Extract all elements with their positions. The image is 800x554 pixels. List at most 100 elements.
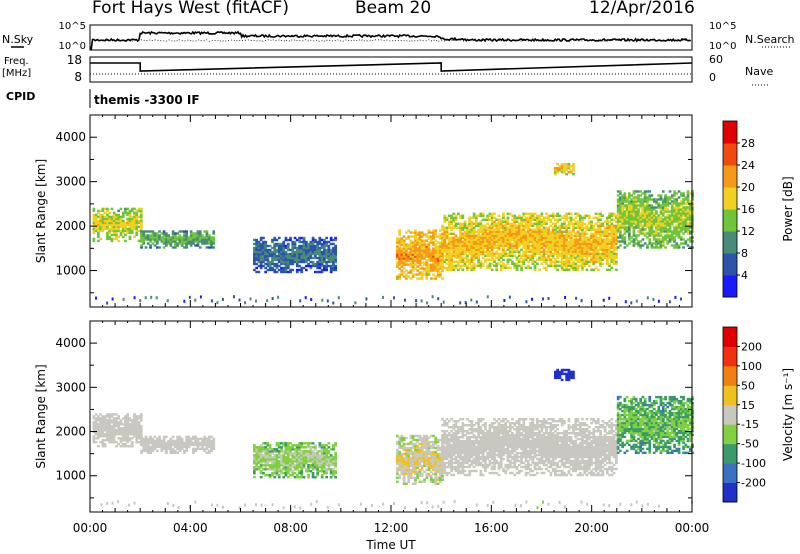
velocity-cell: [176, 445, 179, 449]
power-cell: [581, 216, 584, 219]
power-cell: [472, 266, 476, 269]
power-cell: [677, 204, 681, 207]
velocity-cell: [273, 460, 277, 463]
power-cell: [646, 236, 649, 239]
power-cell: [189, 230, 193, 233]
power-cell: [334, 254, 337, 258]
power-cell: [488, 212, 492, 215]
power-cell: [409, 269, 413, 272]
velocity-cell: [318, 446, 322, 449]
power-cell: [212, 230, 216, 233]
power-cell: [289, 260, 292, 264]
velocity-cell: [180, 437, 184, 441]
power-cell: [418, 271, 422, 274]
power-cell: [295, 270, 299, 274]
power-cell: [612, 218, 616, 221]
power-cell: [554, 248, 557, 251]
power-cell: [606, 262, 609, 265]
power-cell: [257, 256, 261, 260]
power-cell: [689, 208, 692, 211]
power-cell: [603, 250, 607, 253]
power-cell: [477, 262, 480, 265]
power-cell: [576, 244, 580, 247]
power-cell: [133, 211, 136, 215]
velocity-cell: [130, 441, 134, 444]
power-cell: [205, 246, 209, 249]
power-cell: [411, 243, 415, 246]
power-cell: [323, 256, 326, 260]
velocity-cell: [108, 425, 111, 428]
velocity-cell: [203, 443, 207, 447]
power-cell: [585, 268, 589, 271]
power-cell: [612, 238, 616, 241]
power-cell: [427, 253, 431, 256]
power-cell: [524, 256, 528, 259]
power-cell: [176, 244, 179, 247]
power-cell: [133, 296, 136, 300]
power-cell: [463, 262, 467, 265]
power-cell: [536, 246, 539, 249]
power-cell: [689, 192, 692, 195]
power-cell: [416, 239, 419, 242]
velocity-cell: [311, 460, 315, 463]
power-cell: [515, 262, 519, 265]
noise-strip-frame: [89, 24, 693, 51]
power-cell: [608, 250, 611, 253]
power-cell: [475, 238, 478, 241]
velocity-cell: [295, 452, 299, 455]
power-cell: [298, 238, 301, 242]
power-cell: [524, 218, 528, 221]
power-cell: [670, 202, 674, 205]
power-cell: [567, 226, 571, 229]
velocity-cell: [92, 425, 96, 428]
power-cell: [536, 218, 539, 221]
power-cell: [441, 259, 444, 262]
velocity-cell: [307, 454, 310, 457]
power-cell: [320, 254, 324, 258]
power-cell: [567, 248, 571, 251]
power-cell: [538, 240, 541, 243]
power-cell: [307, 252, 310, 256]
power-cell: [560, 216, 564, 219]
power-cell: [484, 232, 487, 235]
power-cell: [484, 218, 487, 221]
power-cell: [427, 257, 431, 260]
power-cell: [325, 248, 328, 252]
power-cell: [524, 230, 528, 233]
power-cell: [569, 238, 573, 241]
power-cell: [606, 234, 609, 237]
velocity-cell: [309, 446, 313, 449]
power-cell: [139, 219, 143, 223]
power-colorbar-tick-label: 20: [741, 181, 755, 194]
power-cell: [610, 244, 614, 247]
power-cell: [289, 262, 292, 266]
velocity-cell: [117, 421, 120, 424]
power-cell: [666, 208, 670, 211]
power-cell: [623, 210, 627, 213]
power-cell: [436, 247, 440, 250]
power-cell: [405, 231, 408, 234]
power-cell: [632, 226, 636, 229]
power-cell: [594, 254, 598, 257]
power-cell: [445, 252, 449, 255]
power-cell: [427, 273, 431, 276]
velocity-cell: [291, 452, 295, 455]
velocity-cell: [291, 474, 295, 477]
power-cell: [538, 236, 541, 239]
velocity-cell: [128, 427, 132, 430]
power-cell: [655, 234, 658, 237]
power-cell: [592, 228, 596, 231]
power-cell: [650, 232, 654, 235]
velocity-cell: [255, 460, 258, 463]
power-cell: [117, 217, 120, 221]
power-cell: [545, 258, 548, 261]
power-cell: [659, 238, 663, 241]
power-cell: [454, 214, 458, 217]
velocity-cell: [169, 439, 173, 443]
power-cell: [502, 216, 505, 219]
power-cell: [684, 196, 688, 199]
power-cell: [291, 268, 295, 272]
power-cell: [648, 228, 652, 231]
velocity-cell: [185, 447, 188, 451]
velocity-cell: [135, 417, 139, 420]
